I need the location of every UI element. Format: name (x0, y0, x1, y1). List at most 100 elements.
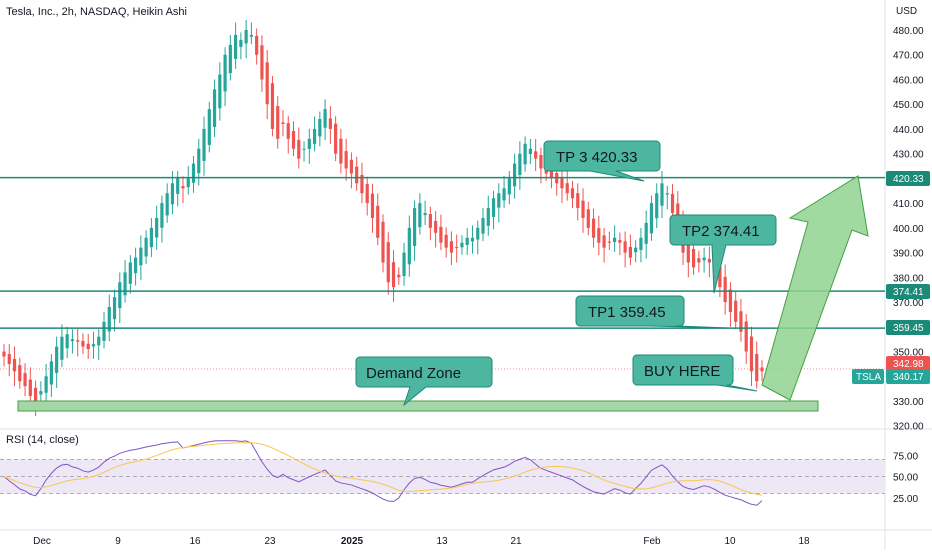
time-tick-label: 23 (264, 536, 276, 547)
callout-tp2-label: TP2 374.41 (682, 223, 760, 240)
time-tick-label: Dec (33, 536, 51, 547)
candle-body (481, 217, 485, 234)
candle-body (497, 193, 501, 208)
candle-body (455, 246, 459, 248)
time-tick-label: 16 (189, 536, 201, 547)
candle-body (665, 193, 669, 195)
candle-body (302, 148, 306, 150)
rsi-tick-label: 25.00 (893, 494, 918, 505)
candle-body (523, 143, 527, 165)
rsi-title: RSI (14, close) (6, 434, 79, 446)
callout-tp3[interactable]: TP 3 420.33 (543, 140, 661, 182)
candle-body (228, 44, 232, 74)
candle-body (755, 353, 759, 382)
candle-body (528, 148, 532, 155)
candle-body (428, 214, 432, 228)
candle-body (307, 138, 311, 149)
candle-body (260, 45, 264, 80)
candle-body (7, 354, 11, 364)
candle-body (686, 235, 690, 263)
candle-body (613, 237, 617, 243)
candle-body (470, 237, 475, 242)
candle-body (91, 344, 96, 347)
callout-buy-here-label: BUY HERE (644, 363, 720, 380)
demand-zone-rect[interactable] (17, 400, 819, 412)
price-tick-label: 410.00 (893, 199, 924, 210)
candle-body (55, 346, 59, 373)
callout-demand-zone[interactable]: Demand Zone (355, 356, 493, 407)
candle-body (297, 139, 301, 159)
candle-body (639, 237, 643, 250)
candle-body (697, 258, 701, 263)
candle-body (181, 186, 185, 189)
candle-body (118, 282, 122, 309)
candle-body (634, 247, 638, 253)
candle-body (281, 122, 285, 124)
candle-body (586, 209, 590, 228)
candle-body (570, 188, 575, 199)
candle-body (449, 241, 454, 253)
rsi-ticks-group: 75.00 50.00 25.00 (893, 451, 918, 505)
rsi-band-group (0, 459, 885, 494)
price-tick-label: 390.00 (893, 249, 924, 260)
candle-body (49, 361, 53, 385)
levels-group (0, 176, 885, 370)
candle-body (2, 351, 6, 357)
upward-arrow[interactable] (761, 175, 869, 401)
candle-body (491, 198, 496, 217)
candle-body (502, 188, 506, 201)
candle-body (507, 178, 511, 195)
callout-tp1[interactable]: TP1 359.45 (575, 295, 731, 329)
callout-buy-here[interactable]: BUY HERE (632, 354, 758, 392)
price-tick-label: 330.00 (893, 397, 924, 408)
candle-body (286, 123, 290, 139)
candle-body (249, 34, 254, 37)
candle-body (560, 178, 564, 189)
candle-body (39, 391, 43, 395)
candle-body (534, 151, 538, 159)
rsi-lines-group (3, 440, 763, 506)
candle-body (170, 183, 175, 205)
candle-body (65, 334, 69, 349)
candle-body (123, 272, 127, 296)
price-tick-label: 450.00 (893, 100, 924, 111)
time-tick-label: Feb (643, 536, 661, 547)
candle-body (223, 54, 227, 92)
candle-body (344, 151, 348, 169)
candle-body (107, 307, 111, 332)
price-tick-label: 320.00 (893, 422, 924, 433)
callout-tp2[interactable]: TP2 374.41 (669, 214, 777, 294)
candle-body (691, 248, 696, 268)
label-last-price-text: 342.98 (893, 359, 924, 370)
candle-body (12, 358, 17, 372)
candle-body (70, 339, 75, 342)
candle-body (539, 154, 543, 169)
candle-body (628, 246, 633, 258)
time-tick-label: 10 (724, 536, 736, 547)
candle-body (607, 241, 611, 243)
candle-body (749, 336, 754, 372)
price-tick-label: 470.00 (893, 51, 924, 62)
callout-tp1-label: TP1 359.45 (588, 304, 666, 321)
candle-body (649, 203, 654, 234)
candle-body (349, 159, 354, 174)
candle-body (549, 167, 554, 179)
candle-body (760, 367, 764, 372)
candle-body (334, 123, 338, 154)
candle-body (265, 62, 269, 105)
candle-body (418, 203, 422, 228)
price-tick-label: 380.00 (893, 273, 924, 284)
candle-body (239, 39, 243, 47)
callout-demand-zone-label: Demand Zone (366, 365, 461, 382)
time-tick-label: 13 (436, 536, 448, 547)
candle-body (434, 220, 438, 233)
candle-body (102, 321, 106, 341)
candle-body (186, 178, 190, 188)
candle-body (402, 252, 406, 277)
label-tp2: 374.41 (886, 284, 930, 299)
candle-body (197, 148, 201, 174)
candle-body (581, 200, 585, 218)
candle-body (565, 183, 569, 194)
candle-body (44, 376, 48, 393)
